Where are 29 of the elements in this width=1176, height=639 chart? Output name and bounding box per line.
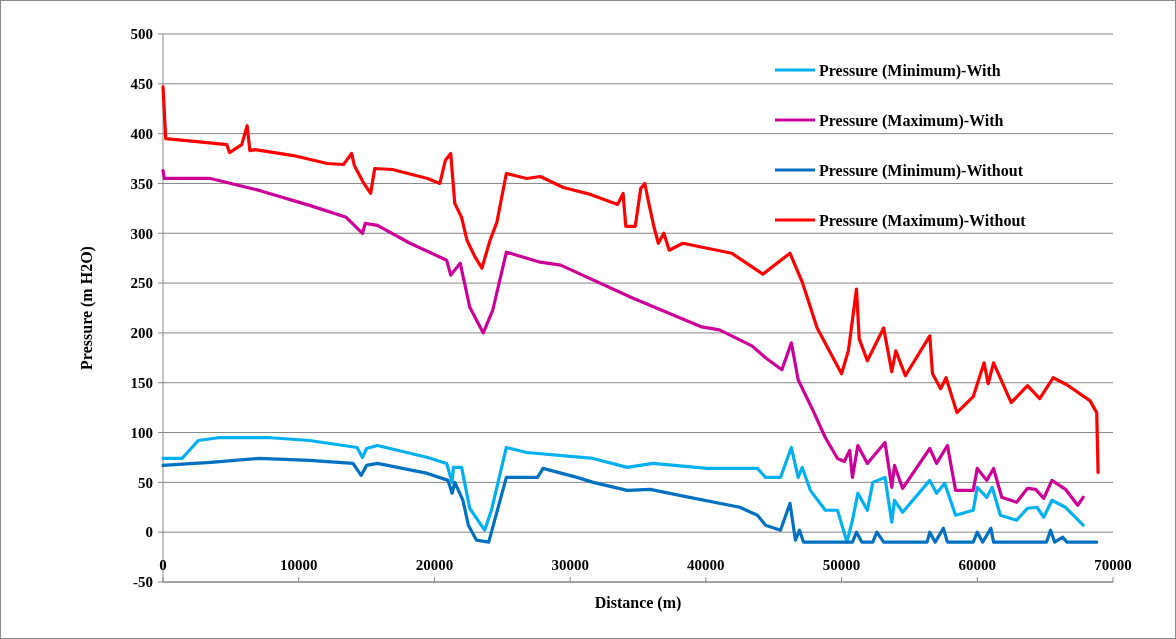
x-axis-title: Distance (m) (594, 594, 682, 612)
y-tick-label: 350 (130, 175, 153, 192)
y-tick-label: 100 (130, 424, 153, 441)
x-tick-label: 70000 (1094, 557, 1132, 573)
legend-label: Pressure (Maximum)-Without (819, 211, 1027, 230)
x-tick-label: 20000 (415, 557, 454, 573)
x-tick-label: 30000 (551, 557, 589, 573)
y-tick-label: 400 (130, 125, 153, 142)
legend-label: Pressure (Minimum)-With (819, 61, 1001, 80)
y-tick-label: 0 (145, 524, 153, 541)
y-tick-label: 50 (138, 474, 153, 491)
y-tick-label: 150 (130, 374, 153, 391)
line-series (161, 435, 1085, 544)
y-tick-label: 250 (130, 275, 153, 292)
y-axis-title: Pressure (m H2O) (78, 246, 96, 370)
y-tick-label: 450 (130, 76, 153, 93)
line-series (161, 456, 1099, 544)
y-tick-label: 200 (130, 325, 153, 342)
x-tick-label: 50000 (822, 557, 861, 573)
legend-label: Pressure (Maximum)-With (819, 111, 1004, 130)
legend-label: Pressure (Minimum)-Without (819, 161, 1024, 180)
x-tick-label: 40000 (687, 557, 725, 573)
y-tick-label: -50 (133, 574, 153, 591)
x-tick-label: 0 (159, 557, 167, 573)
y-tick-label: 500 (130, 26, 153, 43)
x-tick-label: 60000 (958, 557, 997, 573)
x-tick-label: 10000 (279, 557, 318, 573)
line-series (161, 85, 1100, 474)
y-tick-label: 300 (130, 225, 153, 242)
